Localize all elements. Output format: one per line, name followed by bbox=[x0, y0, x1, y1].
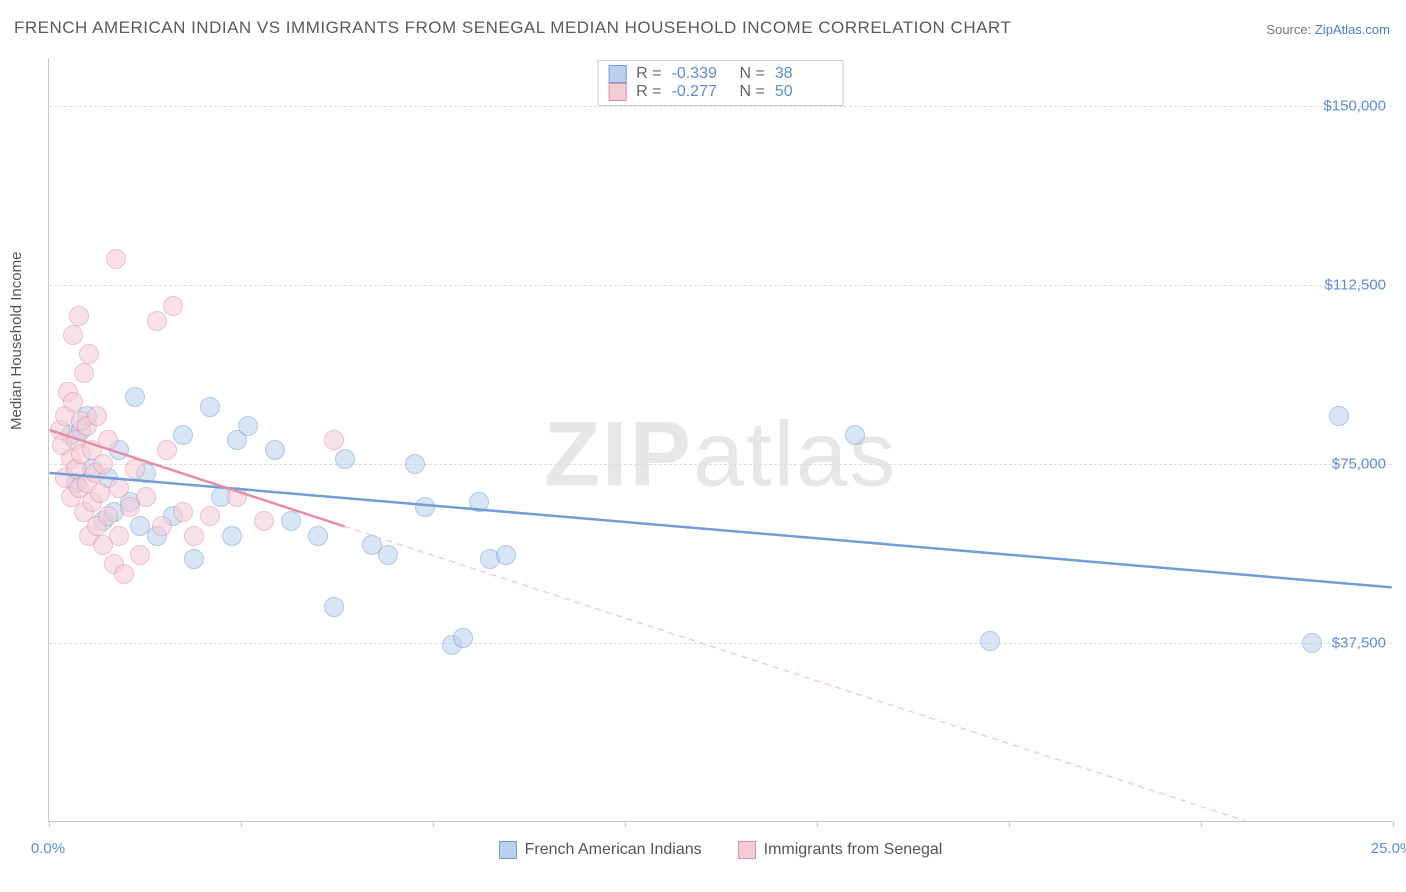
scatter-point bbox=[79, 344, 99, 364]
scatter-point bbox=[453, 628, 473, 648]
y-tick-label: $112,500 bbox=[1325, 276, 1386, 293]
correlation-legend: R = -0.339 N = 38 R = -0.277 N = 50 bbox=[597, 60, 844, 106]
scatter-point bbox=[200, 397, 220, 417]
scatter-point bbox=[184, 549, 204, 569]
scatter-point bbox=[74, 363, 94, 383]
scatter-point bbox=[184, 526, 204, 546]
legend-row: R = -0.277 N = 50 bbox=[608, 83, 833, 101]
watermark-atlas: atlas bbox=[693, 403, 897, 505]
legend-row: R = -0.339 N = 38 bbox=[608, 65, 833, 83]
x-tick bbox=[49, 821, 50, 827]
legend-item: Immigrants from Senegal bbox=[738, 841, 943, 859]
y-tick-label: $37,500 bbox=[1332, 634, 1386, 651]
trend-lines-svg bbox=[49, 58, 1392, 821]
scatter-point bbox=[98, 430, 118, 450]
scatter-point bbox=[147, 311, 167, 331]
scatter-point bbox=[308, 526, 328, 546]
scatter-point bbox=[109, 478, 129, 498]
chart-title: FRENCH AMERICAN INDIAN VS IMMIGRANTS FRO… bbox=[14, 18, 1011, 38]
scatter-point bbox=[1329, 406, 1349, 426]
scatter-point bbox=[173, 502, 193, 522]
scatter-point bbox=[845, 425, 865, 445]
scatter-point bbox=[125, 459, 145, 479]
legend-label: French American Indians bbox=[525, 841, 702, 859]
scatter-point bbox=[200, 506, 220, 526]
source-label: Source: bbox=[1266, 22, 1311, 37]
x-tick bbox=[1393, 821, 1394, 827]
scatter-point bbox=[125, 387, 145, 407]
scatter-point bbox=[157, 440, 177, 460]
gridline bbox=[49, 643, 1392, 644]
scatter-point bbox=[238, 416, 258, 436]
source-attribution: Source: ZipAtlas.com bbox=[1266, 22, 1390, 37]
scatter-point bbox=[1302, 633, 1322, 653]
scatter-point bbox=[114, 564, 134, 584]
scatter-point bbox=[98, 506, 118, 526]
legend-swatch bbox=[608, 83, 626, 101]
r-value: -0.339 bbox=[672, 65, 730, 83]
n-value: 38 bbox=[775, 65, 833, 83]
x-tick bbox=[817, 821, 818, 827]
scatter-point bbox=[980, 631, 1000, 651]
scatter-point bbox=[324, 430, 344, 450]
y-tick-label: $150,000 bbox=[1323, 97, 1386, 114]
scatter-point bbox=[163, 296, 183, 316]
scatter-point bbox=[254, 511, 274, 531]
scatter-point bbox=[130, 545, 150, 565]
scatter-point bbox=[496, 545, 516, 565]
series-legend: French American Indians Immigrants from S… bbox=[49, 841, 1392, 859]
n-label: N = bbox=[740, 65, 765, 83]
gridline bbox=[49, 285, 1392, 286]
x-tick-label: 0.0% bbox=[31, 840, 65, 857]
scatter-point bbox=[227, 487, 247, 507]
source-link[interactable]: ZipAtlas.com bbox=[1315, 22, 1390, 37]
scatter-point bbox=[63, 392, 83, 412]
scatter-point bbox=[109, 526, 129, 546]
scatter-point bbox=[335, 449, 355, 469]
correlation-chart: FRENCH AMERICAN INDIAN VS IMMIGRANTS FRO… bbox=[0, 0, 1406, 892]
legend-label: Immigrants from Senegal bbox=[764, 841, 943, 859]
r-label: R = bbox=[636, 65, 661, 83]
scatter-point bbox=[415, 497, 435, 517]
x-tick bbox=[1201, 821, 1202, 827]
x-tick bbox=[1009, 821, 1010, 827]
scatter-point bbox=[106, 249, 126, 269]
scatter-point bbox=[90, 483, 110, 503]
scatter-point bbox=[63, 325, 83, 345]
scatter-point bbox=[173, 425, 193, 445]
scatter-point bbox=[324, 597, 344, 617]
x-tick bbox=[625, 821, 626, 827]
scatter-point bbox=[87, 406, 107, 426]
y-tick-label: $75,000 bbox=[1332, 455, 1386, 472]
legend-item: French American Indians bbox=[499, 841, 702, 859]
scatter-point bbox=[136, 487, 156, 507]
x-tick bbox=[433, 821, 434, 827]
x-tick bbox=[241, 821, 242, 827]
scatter-point bbox=[152, 516, 172, 536]
scatter-point bbox=[69, 306, 89, 326]
scatter-point bbox=[93, 454, 113, 474]
scatter-point bbox=[405, 454, 425, 474]
plot-area: ZIPatlas $37,500$75,000$112,500$150,000 … bbox=[48, 58, 1392, 822]
gridline bbox=[49, 464, 1392, 465]
scatter-point bbox=[378, 545, 398, 565]
y-axis-label: Median Household Income bbox=[8, 252, 25, 430]
n-label: N = bbox=[740, 83, 765, 101]
r-value: -0.277 bbox=[672, 83, 730, 101]
legend-swatch bbox=[608, 65, 626, 83]
legend-swatch bbox=[738, 841, 756, 859]
r-label: R = bbox=[636, 83, 661, 101]
watermark-zip: ZIP bbox=[544, 403, 693, 505]
scatter-point bbox=[222, 526, 242, 546]
watermark: ZIPatlas bbox=[544, 402, 897, 507]
scatter-point bbox=[281, 511, 301, 531]
x-tick-label: 25.0% bbox=[1371, 840, 1406, 857]
scatter-point bbox=[265, 440, 285, 460]
n-value: 50 bbox=[775, 83, 833, 101]
scatter-point bbox=[469, 492, 489, 512]
legend-swatch bbox=[499, 841, 517, 859]
